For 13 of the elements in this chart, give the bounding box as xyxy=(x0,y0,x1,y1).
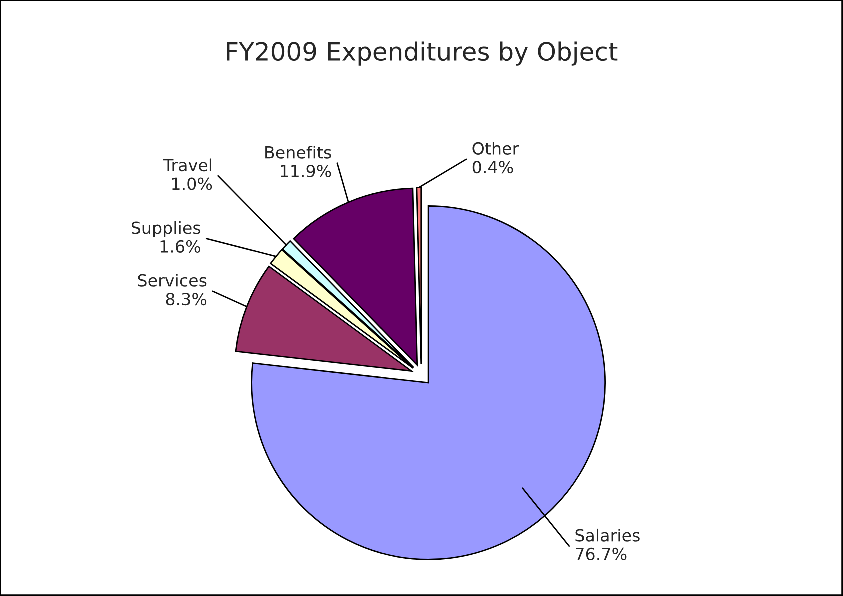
slice-label: Other xyxy=(472,142,520,155)
slice-label: Travel xyxy=(163,158,212,172)
data-label: 11.9% xyxy=(281,164,332,178)
data-label: 0.4% xyxy=(472,161,514,174)
data-label: 1.6% xyxy=(160,240,200,253)
chart-title: FY2009 Expenditures by Object xyxy=(227,42,618,66)
slice-label: Supplies xyxy=(132,221,201,238)
data-label: 76.7% xyxy=(576,548,627,561)
slice-label: Services xyxy=(138,274,207,287)
data-label: 8.3% xyxy=(166,292,207,306)
slice-label: Salaries xyxy=(576,528,640,542)
slice-label: Benefits xyxy=(266,146,332,159)
data-label: 1.0% xyxy=(172,178,212,190)
